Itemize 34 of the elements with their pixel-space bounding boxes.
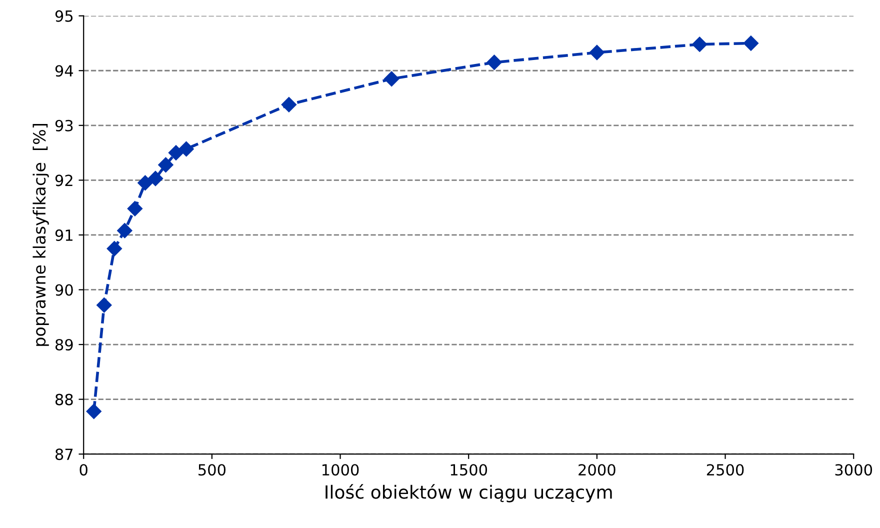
point [384, 71, 400, 86]
x-tick-label: 2500 [706, 464, 744, 476]
x-tick-label: 2000 [578, 464, 616, 476]
x-tick-label: 0 [80, 464, 88, 476]
point [589, 44, 605, 60]
y-tick-label: 93 [55, 120, 73, 132]
y-tick-label: 95 [55, 10, 73, 22]
point [692, 36, 708, 52]
y-tick-label: 94 [55, 65, 74, 77]
point [148, 170, 164, 186]
point [86, 404, 102, 419]
y-axis-title: poprawne klasyfikacje [%] [32, 124, 49, 346]
x-tick-label: 1000 [322, 464, 359, 476]
point [178, 141, 194, 157]
point [486, 54, 502, 70]
y-tick-label: 89 [55, 338, 73, 351]
y-tick-label: 92 [55, 174, 72, 186]
y-tick-label: 91 [55, 229, 72, 241]
y-tick-label: 87 [55, 448, 73, 460]
y-tick-label: 88 [55, 394, 73, 406]
point [138, 175, 153, 190]
point [106, 241, 122, 256]
point [127, 201, 143, 216]
point [158, 157, 174, 172]
y-tick-label: 90 [55, 284, 73, 296]
point [743, 36, 759, 51]
x-tick-label: 500 [198, 464, 226, 476]
x-tick-label: 3000 [835, 464, 872, 476]
point [117, 223, 132, 238]
point [281, 97, 297, 112]
point [168, 145, 184, 160]
point [96, 298, 112, 313]
x-axis-title: Ilość obiektów w ciągu uczącym [326, 484, 612, 502]
x-tick-label: 1500 [450, 464, 488, 476]
